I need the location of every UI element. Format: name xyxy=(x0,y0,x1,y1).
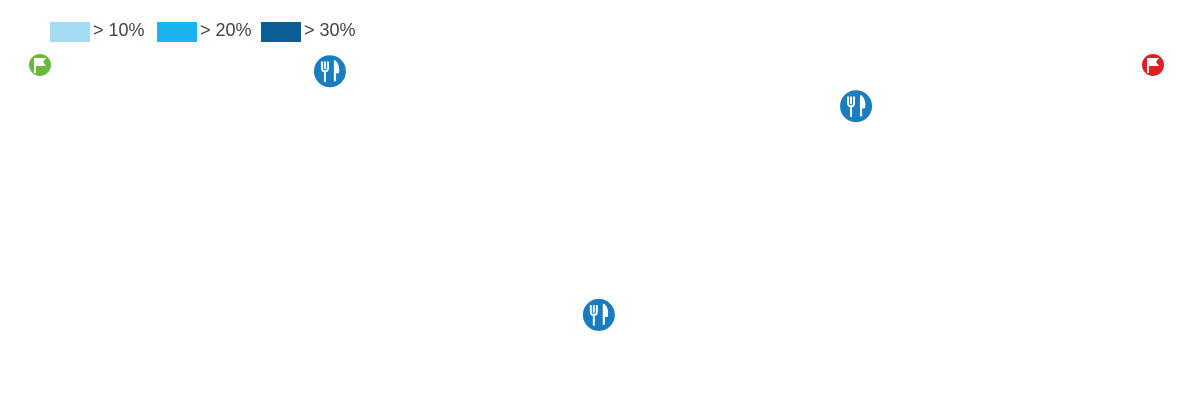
legend-label: > 10% xyxy=(93,20,145,40)
legend-swatch xyxy=(50,22,90,42)
food-stop xyxy=(838,88,875,125)
start-flag xyxy=(27,52,53,78)
finish-flag xyxy=(1140,52,1166,78)
food-stop xyxy=(580,296,617,333)
legend-swatch xyxy=(261,22,301,42)
fork-icon xyxy=(320,61,329,83)
food-stop-marker xyxy=(580,296,617,333)
legend-label: > 30% xyxy=(304,20,356,40)
knife-icon xyxy=(333,60,340,82)
knife-icon xyxy=(859,95,866,117)
legend-swatch xyxy=(157,22,197,42)
food-stop-marker xyxy=(311,53,348,90)
food-stop-marker xyxy=(838,88,875,125)
knife-icon xyxy=(602,303,609,325)
legend-label: > 20% xyxy=(200,20,252,40)
fork-icon xyxy=(589,304,598,326)
food-stop xyxy=(311,53,348,90)
fork-icon xyxy=(847,96,856,118)
